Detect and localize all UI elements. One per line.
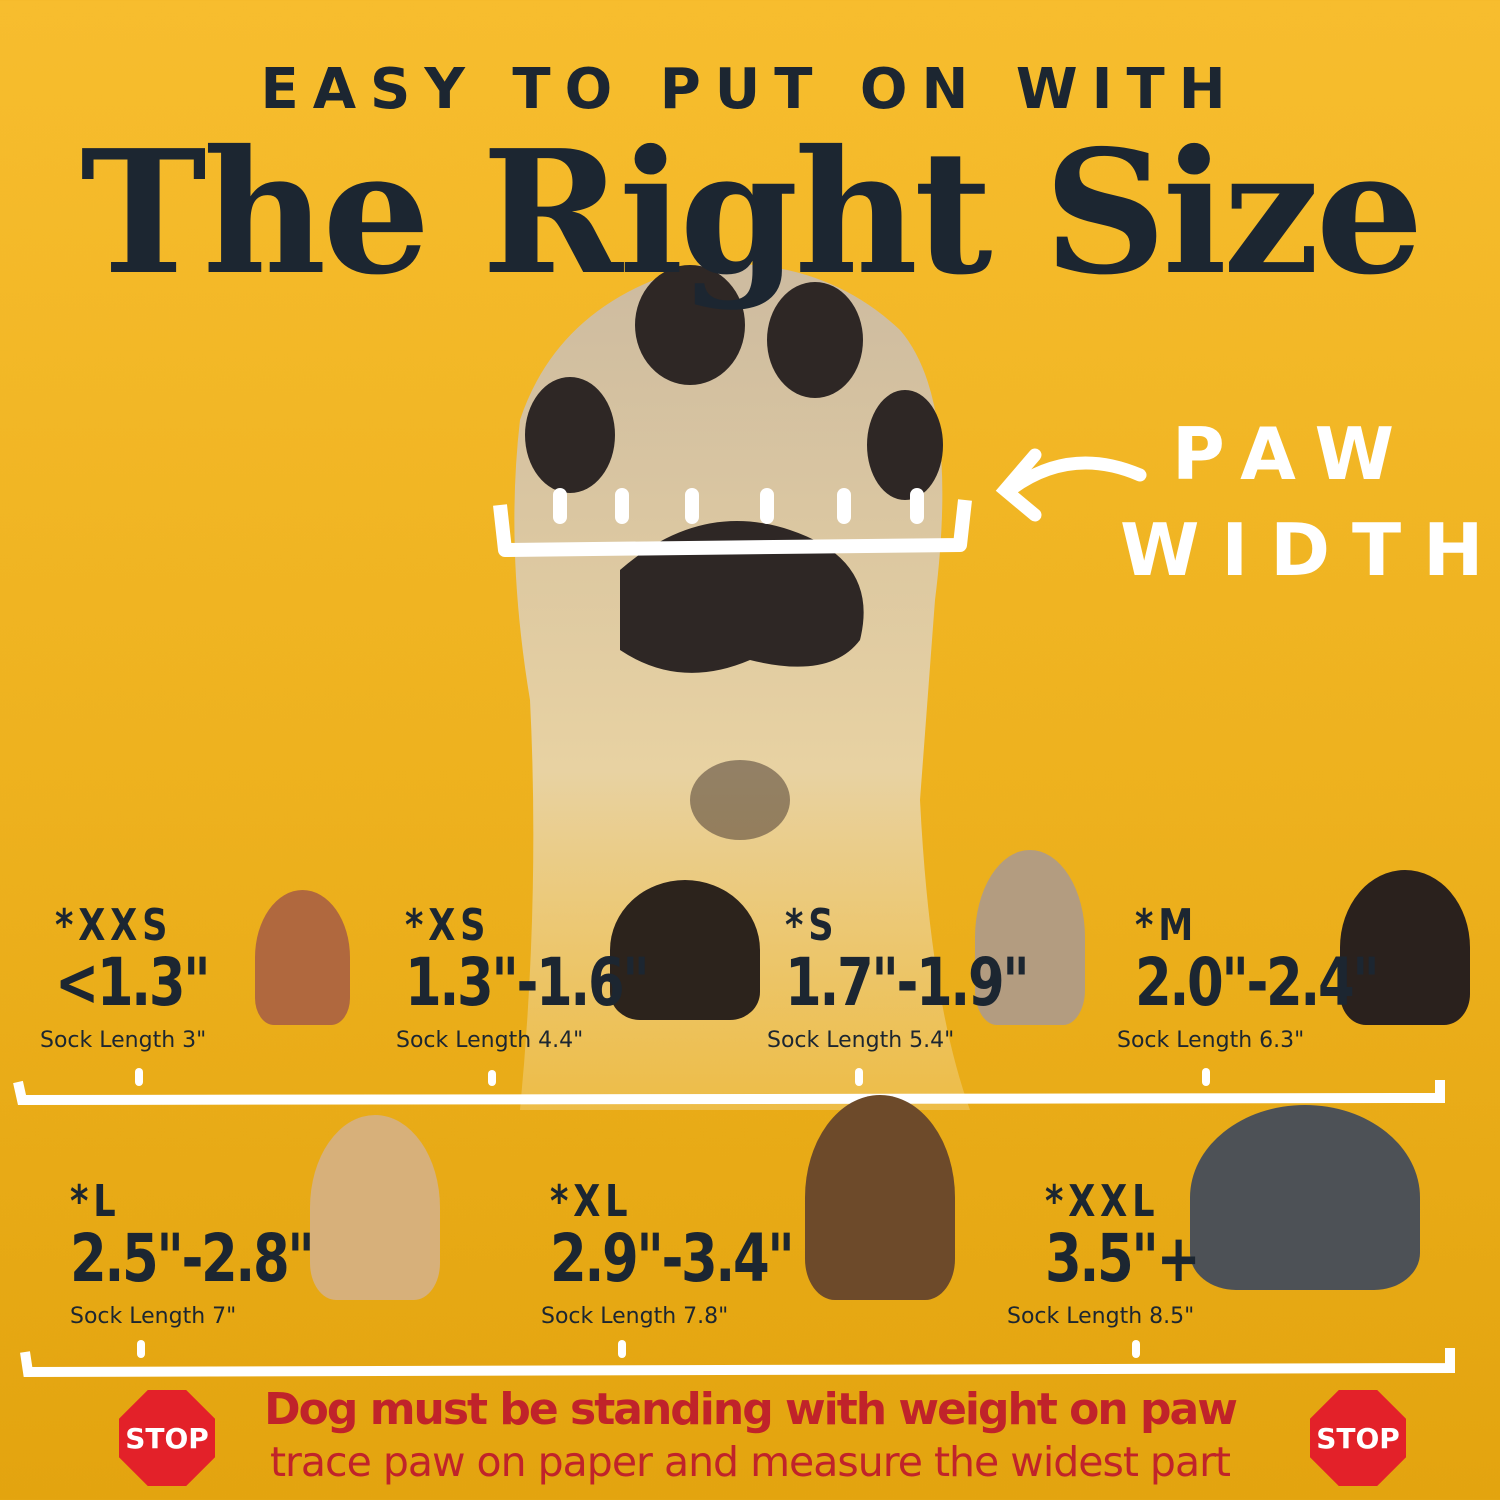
divider-line-1 xyxy=(13,1080,1445,1106)
toe-pad xyxy=(867,390,943,500)
sock-length: Sock Length 4.4" xyxy=(396,1028,584,1053)
yorkie-icon xyxy=(610,880,760,1020)
divider-line-2 xyxy=(20,1348,1455,1378)
width-label: WIDTH xyxy=(1120,508,1500,592)
golden-retriever-icon xyxy=(310,1115,440,1300)
ruler-ticks xyxy=(553,488,924,524)
warning-heading: Dog must be standing with weight on paw xyxy=(264,1384,1238,1435)
subtitle: EASY TO PUT ON WITH xyxy=(260,57,1240,122)
size-code: *XXL xyxy=(1045,1176,1160,1227)
size-m: *M 2.0"-2.4" xyxy=(1135,900,1438,1022)
size-range: 1.7"-1.9" xyxy=(785,944,1030,1022)
size-code: *XXS xyxy=(55,900,173,951)
size-l: *L 2.5"-2.8" xyxy=(70,1176,373,1298)
french-bulldog-icon xyxy=(975,850,1085,1025)
size-xxl: *XXL 3.5"+ xyxy=(1045,1176,1237,1298)
toe-pad xyxy=(525,377,615,493)
stop-sign-icon: STOP xyxy=(1310,1390,1406,1486)
size-code: *L xyxy=(70,1176,121,1227)
sock-length: Sock Length 3" xyxy=(40,1028,207,1053)
warning-instruction: trace paw on paper and measure the wides… xyxy=(269,1438,1231,1486)
size-s: *S 1.7"-1.9" xyxy=(785,900,1088,1022)
size-code: *S xyxy=(785,900,839,951)
size-range: 2.5"-2.8" xyxy=(70,1220,315,1298)
german-shepherd-icon xyxy=(805,1095,955,1300)
great-dane-icon xyxy=(1190,1105,1420,1290)
sock-length: Sock Length 8.5" xyxy=(1007,1304,1195,1329)
size-range: <1.3" xyxy=(55,944,211,1022)
sock-length: Sock Length 6.3" xyxy=(1117,1028,1305,1053)
page-title: The Right Size xyxy=(80,113,1424,313)
size-code: *XS xyxy=(405,900,491,951)
sock-length: Sock Length 7" xyxy=(70,1304,237,1329)
size-range: 1.3"-1.6" xyxy=(405,944,650,1022)
size-code: *XL xyxy=(550,1176,633,1227)
size-xl: *XL 2.9"-3.4" xyxy=(550,1176,853,1298)
ruler xyxy=(493,499,972,557)
chihuahua-icon xyxy=(255,890,350,1025)
stop-sign-icon: STOP xyxy=(119,1390,215,1486)
main-pad xyxy=(620,521,864,673)
size-range: 2.9"-3.4" xyxy=(550,1220,795,1298)
sock-length: Sock Length 7.8" xyxy=(541,1304,729,1329)
size-xxs: *XXS <1.3" xyxy=(55,900,247,1022)
size-xs: *XS 1.3"-1.6" xyxy=(405,900,708,1022)
size-range: 2.0"-2.4" xyxy=(1135,944,1380,1022)
bernese-icon xyxy=(1340,870,1470,1025)
arrow-icon xyxy=(995,448,1147,522)
paw-label: PAW xyxy=(1172,412,1417,496)
size-range: 3.5"+ xyxy=(1045,1220,1201,1298)
sock-length: Sock Length 5.4" xyxy=(767,1028,955,1053)
size-code: *M xyxy=(1135,900,1199,951)
